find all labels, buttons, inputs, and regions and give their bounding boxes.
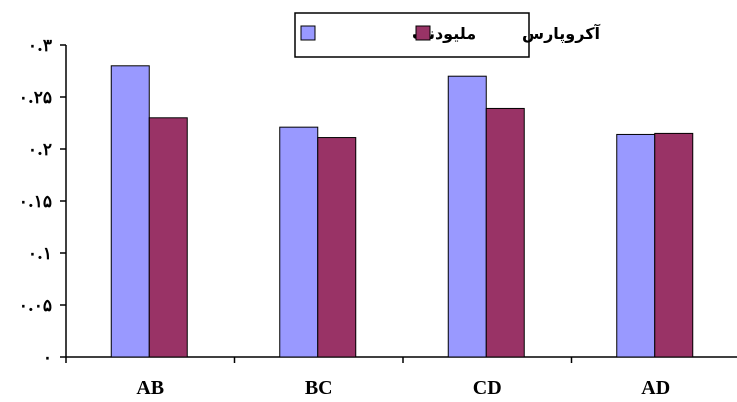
bar-ad-series-1 (616, 133, 656, 358)
y-tick-label: ۰.۲ (28, 140, 52, 160)
y-tick-label: ۰.۱ (28, 244, 52, 264)
legend-swatch-series-1 (300, 25, 316, 41)
y-tick-label: ۰.۲۵ (19, 88, 52, 108)
legend-label-series-2: آکروپارس (522, 23, 601, 44)
bar-ad-series-2 (654, 132, 694, 358)
y-tick-label: ۰.۱۵ (19, 192, 52, 212)
y-axis: ۰ ۰.۰۵ ۰.۱ ۰.۱۵ ۰.۲ ۰.۲۵ ۰.۳ (19, 36, 67, 368)
legend-box (294, 12, 530, 58)
x-axis: AB BC CD AD (65, 356, 737, 399)
x-tick-label: AD (641, 377, 670, 399)
x-tick-label: BC (305, 377, 333, 399)
bar-cd-series-2 (485, 107, 525, 358)
bar-cd-series-1 (447, 75, 487, 358)
x-tick-label: CD (473, 377, 502, 399)
x-tick-label: AB (136, 377, 164, 399)
y-tick-label: ۰.۰۵ (19, 296, 52, 316)
bars (110, 65, 694, 358)
legend: ملیودنت آکروپارس (294, 12, 601, 58)
bar-bc-series-2 (317, 137, 357, 358)
legend-swatch-series-2 (415, 25, 431, 41)
bar-bc-series-1 (279, 126, 319, 358)
y-tick-label: ۰ (43, 348, 52, 368)
bar-ab-series-1 (110, 65, 150, 358)
bar-ab-series-2 (148, 117, 188, 358)
y-tick-label: ۰.۳ (28, 36, 52, 56)
